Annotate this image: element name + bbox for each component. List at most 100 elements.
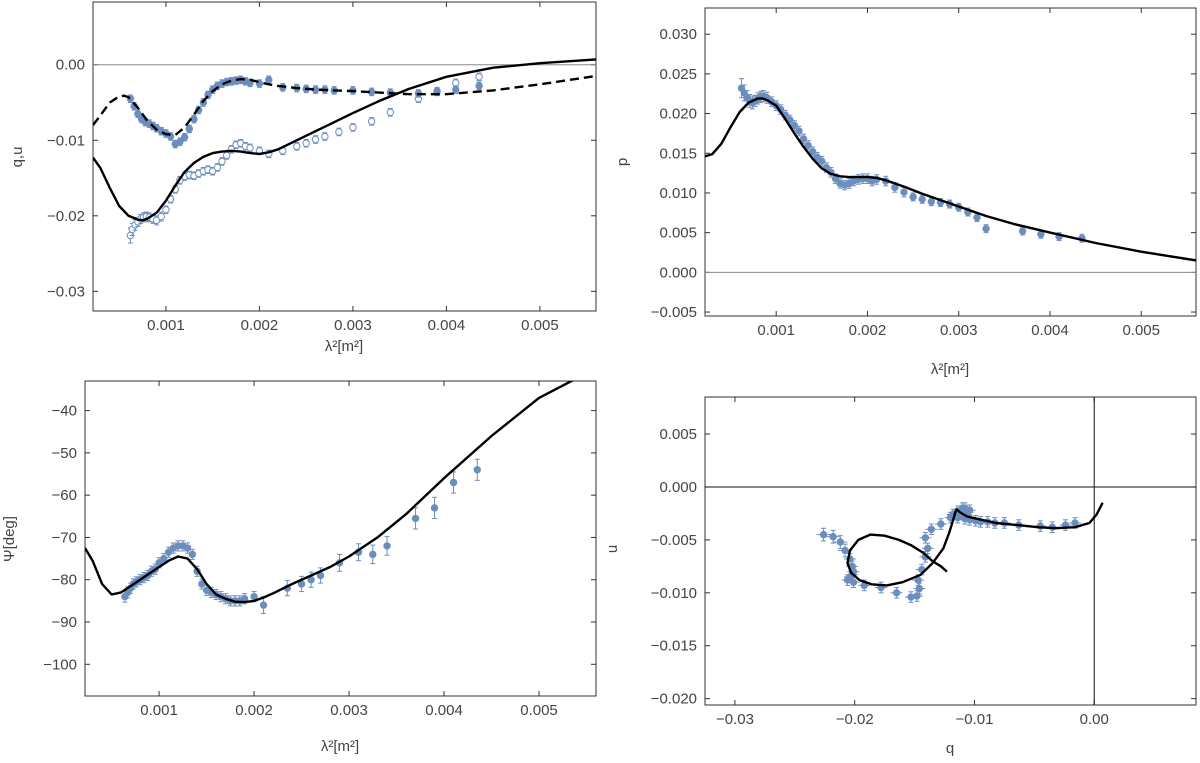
x-tick-label: 0.001 [757, 322, 795, 339]
psi-psi-data-point [411, 514, 420, 523]
p-plot-frame [704, 7, 1197, 317]
qu-q-data-point [293, 142, 301, 151]
psi-vs-lambda-squared-panel: 0.001 0.002 0.003 0.004 0.005 −100 −90 −80 −70 −6… [1, 380, 597, 755]
qu-plane-q-u-data-point [849, 578, 858, 586]
q-u-plane-panel: −0.03 −0.02 −0.01 0.00 −0.020 −0.015 −0.010 −0.… [604, 396, 1197, 757]
x-tick-label: 0.002 [849, 322, 887, 339]
qu-plane-series-layer [816, 502, 1104, 603]
qu-u-data-point [176, 138, 184, 146]
psi-psi-data-point [198, 580, 206, 588]
qu-plane-plot-frame [704, 396, 1197, 706]
p-p-data-point [799, 135, 808, 143]
y-tick-label: −0.01 [47, 132, 85, 149]
qu-q-data-point [452, 79, 460, 87]
y-tick-label: 0.020 [659, 106, 697, 123]
y-tick-label: −0.020 [651, 691, 697, 708]
y-tick-label: 0.000 [659, 479, 697, 496]
p-p-data-point [804, 141, 812, 150]
qu-q-data-point [335, 128, 343, 136]
p-p-data-point [982, 224, 990, 233]
y-tick-label: 0.005 [659, 225, 697, 242]
qu-q-data-point [152, 216, 161, 225]
qu-q-data-point [218, 157, 226, 166]
y-tick-label: 0.025 [659, 66, 697, 83]
p-x-axis-label: λ²[m²] [931, 361, 969, 378]
x-tick-label: −0.03 [716, 711, 754, 728]
y-tick-label: −80 [52, 572, 77, 589]
psi-psi-data-point [160, 554, 168, 563]
y-tick-label: −90 [52, 614, 77, 631]
psi-psi-data-point [259, 601, 268, 609]
qu-plane-y-axis-label: u [604, 545, 621, 553]
qu-plane-q-u-model-curve [846, 502, 1104, 587]
p-p-data-point [1018, 227, 1027, 235]
p-p-data-point [790, 121, 799, 130]
qu-plane-q-u-data-point [892, 589, 901, 597]
psi-psi-data-point [188, 550, 197, 559]
qu-plane-q-u-data-point [819, 530, 828, 539]
qu-q-model-curve [93, 58, 596, 222]
y-tick-label: 0.015 [659, 145, 697, 162]
qu-q-data-point [311, 135, 320, 144]
x-tick-label: 0.00 [1080, 711, 1109, 728]
qu-u-data-point [475, 82, 483, 90]
x-tick-label: 0.001 [140, 702, 178, 719]
qu-q-data-point [367, 117, 376, 126]
psi-psi-data-point [183, 544, 192, 552]
psi-psi-data-point [369, 550, 377, 559]
qu-u-data-point [265, 76, 273, 84]
y-tick-label: 0.00 [56, 57, 85, 74]
qu-plane-q-u-data-point [921, 534, 930, 542]
x-tick-label: 0.003 [334, 317, 372, 334]
p-axis-ticks: 0.001 0.002 0.003 0.004 0.005 −0.005 0.000 0.00… [651, 8, 1196, 339]
p-p-data-point [808, 147, 817, 156]
x-tick-label: 0.002 [241, 317, 279, 334]
qu-q-data-point [475, 73, 483, 81]
x-tick-label: 0.003 [940, 322, 978, 339]
qu-plane-zero-lines [705, 397, 1196, 705]
qu-plane-q-u-data-point [924, 544, 932, 553]
x-tick-label: 0.005 [1122, 322, 1160, 339]
psi-series-layer [85, 381, 575, 615]
psi-psi-data-point [164, 548, 173, 556]
qu-axis-ticks: 0.001 0.002 0.003 0.004 0.005 −0.03 −0.02 −0.01… [47, 2, 596, 334]
p-p-data-point [909, 193, 917, 201]
psi-y-axis-label: Ψ[deg] [1, 516, 18, 562]
qu-plane-axis-ticks: −0.03 −0.02 −0.01 0.00 −0.020 −0.015 −0.010 −0.… [651, 397, 1196, 728]
qu-q-data-point [349, 123, 357, 132]
qu-q-data-point [321, 132, 329, 141]
y-tick-label: 0.005 [659, 426, 697, 443]
p-p-data-point [818, 157, 826, 165]
psi-psi-data-point [449, 478, 458, 487]
x-tick-label: −0.02 [836, 711, 874, 728]
y-tick-label: −40 [52, 403, 77, 420]
x-tick-label: 0.003 [330, 702, 368, 719]
x-tick-label: 0.001 [147, 317, 185, 334]
psi-x-axis-label: λ²[m²] [321, 738, 359, 755]
y-tick-label: −0.010 [651, 585, 697, 602]
qu-q-data-point [246, 144, 254, 152]
qu-q-data-point [386, 108, 395, 117]
y-tick-label: −0.03 [47, 283, 85, 300]
p-vs-lambda-squared-panel: 0.001 0.002 0.003 0.004 0.005 −0.005 0.000 0.00… [614, 7, 1197, 378]
psi-psi-data-point [383, 542, 391, 550]
qu-plane-q-u-data-point [1071, 519, 1079, 527]
qu-plane-q-u-data-point [937, 520, 945, 528]
y-tick-label: −50 [52, 445, 77, 462]
p-p-data-point [973, 213, 981, 222]
qu-plane-q-u-data-point [841, 546, 849, 555]
qu-q-data-point [213, 163, 222, 172]
qu-plot-frame [92, 1, 597, 312]
y-tick-label: 0.030 [659, 26, 697, 43]
p-p-data-point [813, 153, 821, 161]
x-tick-label: 0.002 [235, 702, 273, 719]
p-y-axis-label: p [614, 158, 631, 166]
x-tick-label: 0.004 [1031, 322, 1069, 339]
x-tick-label: 0.004 [425, 702, 463, 719]
qu-plane-q-u-data-point [907, 593, 915, 601]
x-tick-label: −0.01 [955, 711, 993, 728]
psi-axis-ticks: 0.001 0.002 0.003 0.004 0.005 −100 −90 −80 −70 −6… [43, 381, 596, 719]
qu-plane-x-axis-label: q [946, 740, 954, 757]
qu-vs-lambda-squared-panel: 0.001 0.002 0.003 0.004 0.005 −0.03 −0.02 −0.01… [9, 1, 597, 355]
p-p-data-point [795, 127, 803, 135]
